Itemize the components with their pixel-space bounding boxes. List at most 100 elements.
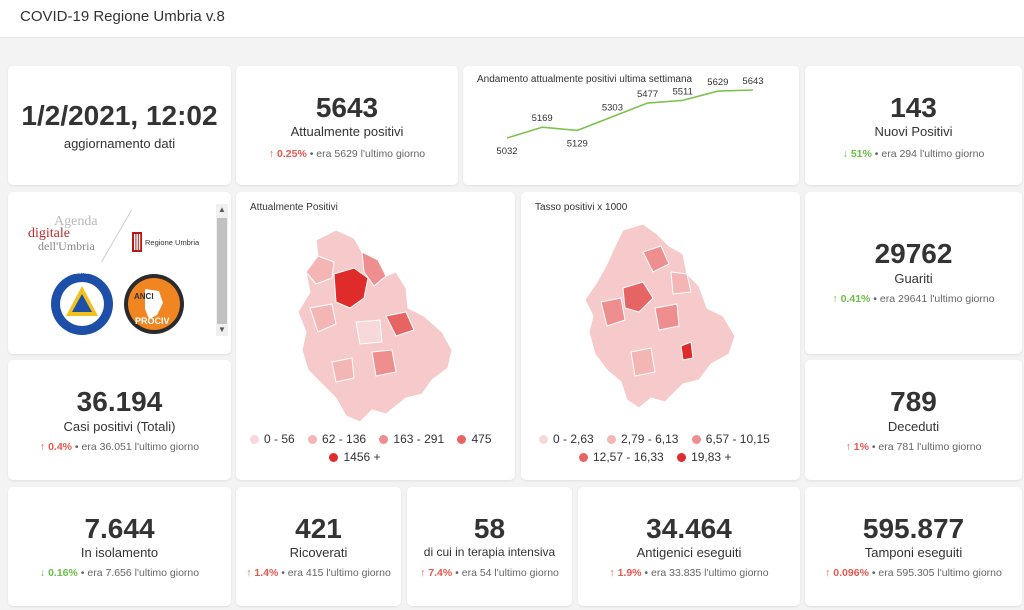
stat-delta: ↑ 1.9% • era 33.835 l'ultimo giorno: [578, 567, 800, 579]
anci-text: ANCI: [134, 292, 154, 301]
trend-point-label: 5129: [567, 138, 588, 149]
delta-percent: 1%: [853, 441, 869, 453]
stat-label: Nuovi Positivi: [874, 124, 953, 139]
stat-delta: ↑ 0.41% • era 29641 l'ultimo giorno: [805, 293, 1022, 305]
scroll-down-icon[interactable]: ▼: [218, 325, 226, 334]
delta-percent: 1.9%: [617, 567, 642, 579]
stat-delta: ↑ 0.25% • era 5629 l'ultimo giorno: [236, 148, 458, 160]
casi-positivi-card: 36.194 Casi positivi (Totali) ↑ 0.4% • e…: [8, 360, 231, 480]
legend-item: 0 - 56: [250, 432, 295, 446]
trend-point-label: 5643: [742, 76, 763, 87]
prociv-text: PROCIV: [135, 316, 170, 326]
arrow-up-icon: ↑: [845, 441, 851, 453]
delta-previous: • era 7.656 l'ultimo giorno: [80, 567, 200, 579]
stat-value: 29762: [874, 238, 953, 269]
legend-item: 2,79 - 6,13: [607, 432, 678, 446]
stat-label: Deceduti: [887, 419, 940, 434]
trend-point-label: 5032: [496, 146, 517, 157]
legend-swatch: [607, 434, 617, 444]
stat-value: 58: [473, 513, 506, 544]
antigenici-card: 34.464 Antigenici eseguiti ↑ 1.9% • era …: [578, 487, 800, 606]
legend-item: 475: [457, 432, 492, 446]
delta-percent: 0.096%: [833, 567, 869, 579]
delta-previous: • era 415 l'ultimo giorno: [281, 567, 391, 579]
arrow-up-icon: ↑: [832, 293, 838, 305]
stat-label: di cui in terapia intensiva: [423, 545, 556, 559]
delta-previous: • era 5629 l'ultimo giorno: [309, 148, 426, 160]
legend-item: 62 - 136: [308, 432, 366, 446]
delta-percent: 51%: [850, 148, 872, 160]
arrow-down-icon: ↓: [39, 567, 46, 579]
legend-label: 12,57 - 16,33: [593, 450, 664, 464]
delta-percent: 0.41%: [840, 293, 871, 305]
delta-previous: • era 36.051 l'ultimo giorno: [74, 441, 200, 453]
arrow-up-icon: ↑: [39, 441, 46, 453]
update-datetime: 1/2/2021, 12:02: [21, 100, 218, 131]
stat-label: Tamponi eseguiti: [864, 545, 963, 560]
legend-swatch: [250, 434, 259, 444]
delta-percent: 7.4%: [428, 567, 453, 579]
guariti-card: 29762 Guariti ↑ 0.41% • era 29641 l'ulti…: [805, 192, 1022, 354]
protezione-civile-emblem-icon: [51, 273, 113, 335]
stat-label: Antigenici eseguiti: [636, 545, 742, 560]
legend-swatch: [539, 434, 548, 444]
nuovi-positivi-card: 143 Nuovi Positivi ↓ 51% • era 294 l'ult…: [805, 66, 1022, 185]
stat-label: Casi positivi (Totali): [63, 419, 176, 434]
delta-percent: 0.16%: [48, 567, 78, 579]
delta-percent: 0.4%: [48, 441, 72, 453]
legend-label: 6,57 - 10,15: [705, 432, 770, 446]
app-title: COVID-19 Regione Umbria v.8: [20, 8, 225, 25]
tamponi-card: 595.877 Tamponi eseguiti ↑ 0.096% • era …: [805, 487, 1022, 606]
top-bar: COVID-19 Regione Umbria v.8: [0, 0, 1024, 38]
stat-value: 5643: [315, 92, 379, 123]
legend-label: 62 - 136: [322, 432, 367, 446]
stat-delta: ↓ 51% • era 294 l'ultimo giorno: [805, 148, 1022, 160]
map-attualmente-positivi-card: Attualmente Positivi 0 - 56 62 - 136 163…: [236, 192, 515, 480]
trend-chart: 5032 5169 5129 5303 5477 5511 5629 5643: [496, 76, 763, 157]
umbria-text: dell'Umbria: [38, 239, 95, 253]
logos-scrollbar[interactable]: ▲ ▼: [216, 204, 228, 336]
legend-swatch: [308, 434, 318, 444]
arrow-up-icon: ↑: [268, 148, 275, 160]
trend-point-label: 5303: [602, 103, 623, 114]
legend-label: 19,83 +: [691, 450, 732, 464]
legend-item: 6,57 - 10,15: [691, 432, 770, 446]
stat-label: Guariti: [894, 271, 933, 286]
update-label: aggiornamento dati: [63, 136, 176, 151]
umbria-map[interactable]: [236, 212, 515, 442]
map-legend: 0 - 56 62 - 136 163 - 291 475 1456 +: [250, 432, 510, 464]
legend-item: 12,57 - 16,33: [579, 450, 664, 464]
stat-value: 36.194: [76, 386, 163, 417]
legend-item: 1456 +: [329, 450, 381, 464]
stat-value: 34.464: [646, 513, 732, 544]
legend-swatch: [379, 434, 389, 444]
stat-delta: ↑ 7.4% • era 54 l'ultimo giorno: [407, 567, 572, 579]
map-legend: 0 - 2,63 2,79 - 6,13 6,57 - 10,15 12,57 …: [539, 432, 799, 464]
arrow-up-icon: ↑: [246, 567, 252, 579]
delta-previous: • era 781 l'ultimo giorno: [871, 441, 982, 453]
arrow-up-icon: ↑: [420, 567, 426, 579]
terapia-intensiva-card: 58 di cui in terapia intensiva ↑ 7.4% • …: [407, 487, 572, 606]
protezione-civile-text: Protezione Civile: [59, 270, 105, 276]
regione-umbria-emblem-icon: [132, 232, 142, 252]
stat-label: Ricoverati: [289, 545, 348, 560]
digitale-text: digitale: [28, 226, 70, 241]
delta-previous: • era 595.305 l'ultimo giorno: [871, 567, 1002, 579]
deceduti-card: 789 Deceduti ↑ 1% • era 781 l'ultimo gio…: [805, 360, 1022, 480]
stat-delta: ↑ 1% • era 781 l'ultimo giorno: [805, 441, 1022, 453]
stat-delta: ↑ 0.096% • era 595.305 l'ultimo giorno: [805, 567, 1022, 579]
stat-value: 789: [890, 386, 937, 417]
stat-value: 143: [890, 92, 937, 123]
scrollbar-thumb[interactable]: [217, 218, 227, 324]
legend-label: 0 - 56: [264, 432, 295, 446]
legend-label: 475: [471, 432, 492, 446]
update-card: 1/2/2021, 12:02 aggiornamento dati: [8, 66, 231, 185]
attualmente-positivi-card: 5643 Attualmente positivi ↑ 0.25% • era …: [236, 66, 458, 185]
legend-item: 163 - 291: [379, 432, 444, 446]
anci-prociv-emblem-icon: [124, 274, 184, 334]
scroll-up-icon[interactable]: ▲: [218, 205, 226, 214]
trend-point-label: 5511: [672, 86, 692, 97]
legend-label: 0 - 2,63: [553, 432, 594, 446]
umbria-map[interactable]: [521, 212, 800, 442]
legend-item: 0 - 2,63: [539, 432, 594, 446]
